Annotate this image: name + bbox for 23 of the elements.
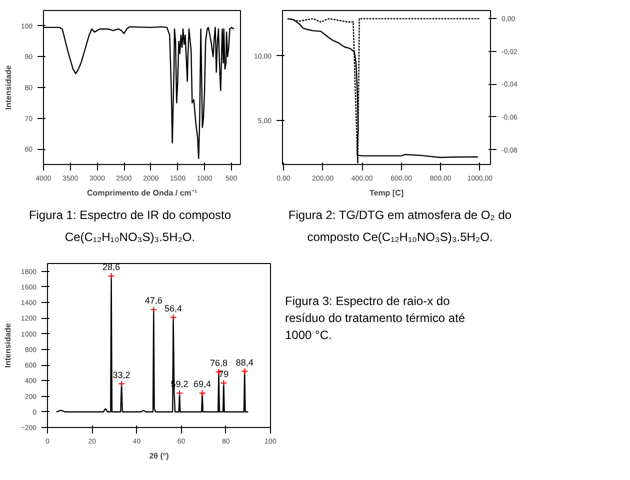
annotation: 47,6 <box>144 296 162 306</box>
point <box>176 390 184 397</box>
annotation: 76,8 <box>210 358 228 368</box>
point <box>150 306 158 314</box>
annotation: 88,4 <box>236 357 254 368</box>
y-axis-title: Intensidade <box>4 64 13 110</box>
y-axis-title: Intensidade <box>4 322 13 368</box>
annotation: 28,6 <box>102 262 120 272</box>
text: Figura 2: TG/DTG em atmosfera de O₂ do composto Ce(C₁₂H₁₀NO₃S)₃.5H₂O. <box>287 207 513 246</box>
point <box>220 380 228 387</box>
point <box>108 272 115 280</box>
x-axis-title: Comprimento de Onda / cm⁻¹ <box>86 188 198 198</box>
annotation: 69,4 <box>194 379 212 390</box>
text: Figura 1: Espectro de IR do composto Ce(C₁₂H₁₀NO₃S)₃.5H₂O. <box>28 207 232 246</box>
point <box>170 314 177 322</box>
annotation: 56,4 <box>164 304 182 314</box>
point <box>198 390 206 397</box>
text: Figura 3: Espectro de raio-x do resíduo do tratamento térmico até 1000 °C. <box>285 293 466 344</box>
point <box>118 380 126 388</box>
point <box>241 368 248 375</box>
x-axis-title: 2θ (°) <box>149 452 170 461</box>
x-axis-title: Temp [C] <box>369 188 404 198</box>
annotation: 33,2 <box>112 370 130 380</box>
